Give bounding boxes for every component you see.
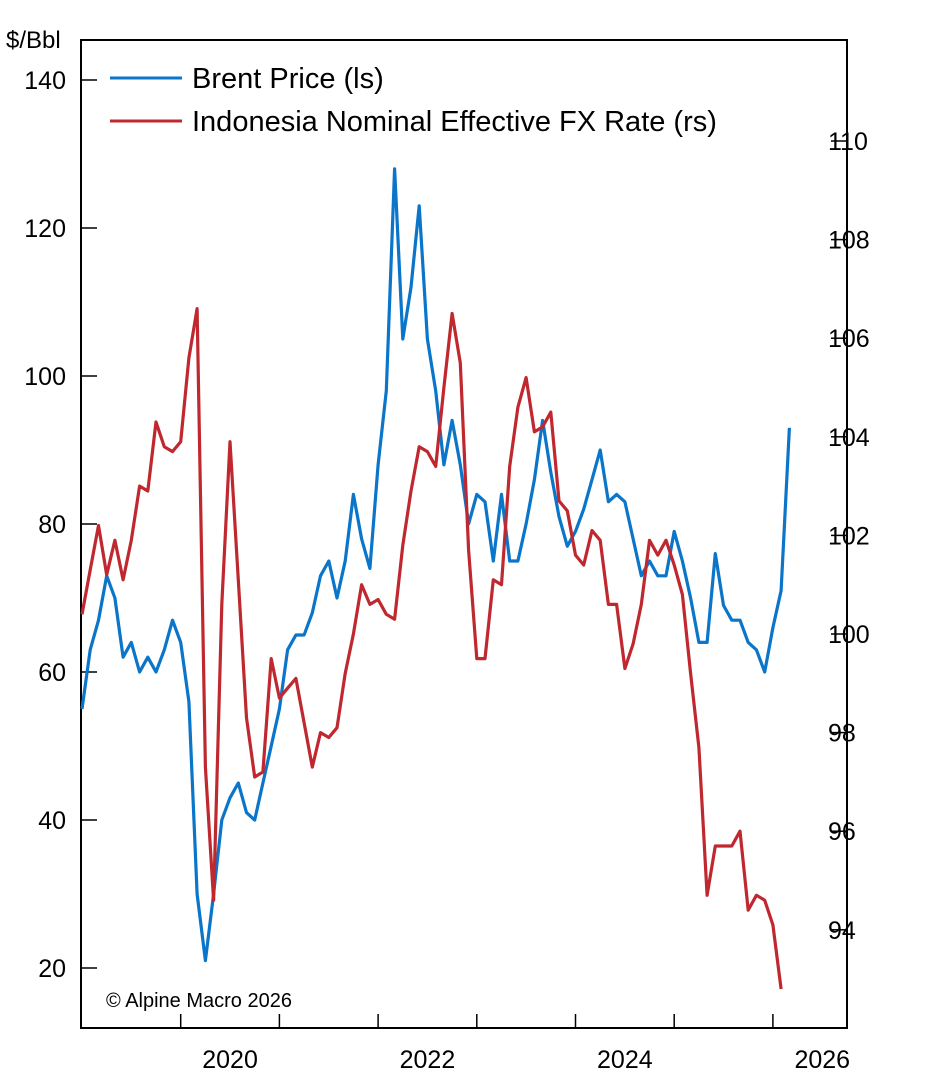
left-tick-label: 140	[24, 67, 66, 95]
series-line-brent	[80, 167, 791, 963]
series-line-indonesia-fx	[80, 307, 783, 990]
x-tick-label: 2026	[794, 1046, 850, 1074]
left-tick-label: 80	[38, 511, 66, 539]
right-tick-label: 106	[828, 325, 870, 353]
series-layer	[80, 167, 791, 990]
right-tick-label: 110	[828, 128, 868, 156]
right-tick-label: 104	[828, 424, 870, 452]
right-tick-label: 108	[828, 227, 870, 255]
left-tick-label: 100	[24, 363, 66, 391]
legend-label-brent: Brent Price (ls)	[192, 63, 384, 95]
copyright-annotation: © Alpine Macro 2026	[106, 990, 292, 1012]
x-tick-label: 2024	[597, 1046, 653, 1074]
plot-frame	[80, 39, 848, 1029]
right-tick-label: 98	[828, 720, 856, 748]
right-tick-label: 94	[828, 917, 856, 945]
left-tick-label: 60	[38, 659, 66, 687]
left-axis: 20 40 60 80 100 120 140	[24, 67, 97, 983]
x-tick-label: 2020	[202, 1046, 258, 1074]
left-axis-label: $/Bbl	[6, 27, 61, 54]
right-axis: 94 96 98 100 102 104 106 108 110	[828, 128, 870, 945]
legend-label-fx: Indonesia Nominal Effective FX Rate (rs)	[192, 106, 717, 138]
right-tick-label: 100	[828, 621, 870, 649]
left-tick-label: 20	[38, 955, 66, 983]
right-tick-label: 96	[828, 818, 856, 846]
x-axis: 2020 2022 2024 2026	[179, 1014, 850, 1074]
right-tick-label: 102	[828, 522, 870, 550]
left-tick-label: 120	[24, 215, 66, 243]
x-tick-label: 2022	[400, 1046, 456, 1074]
legend: Brent Price (ls) Indonesia Nominal Effec…	[110, 63, 717, 138]
left-tick-label: 40	[38, 807, 66, 835]
